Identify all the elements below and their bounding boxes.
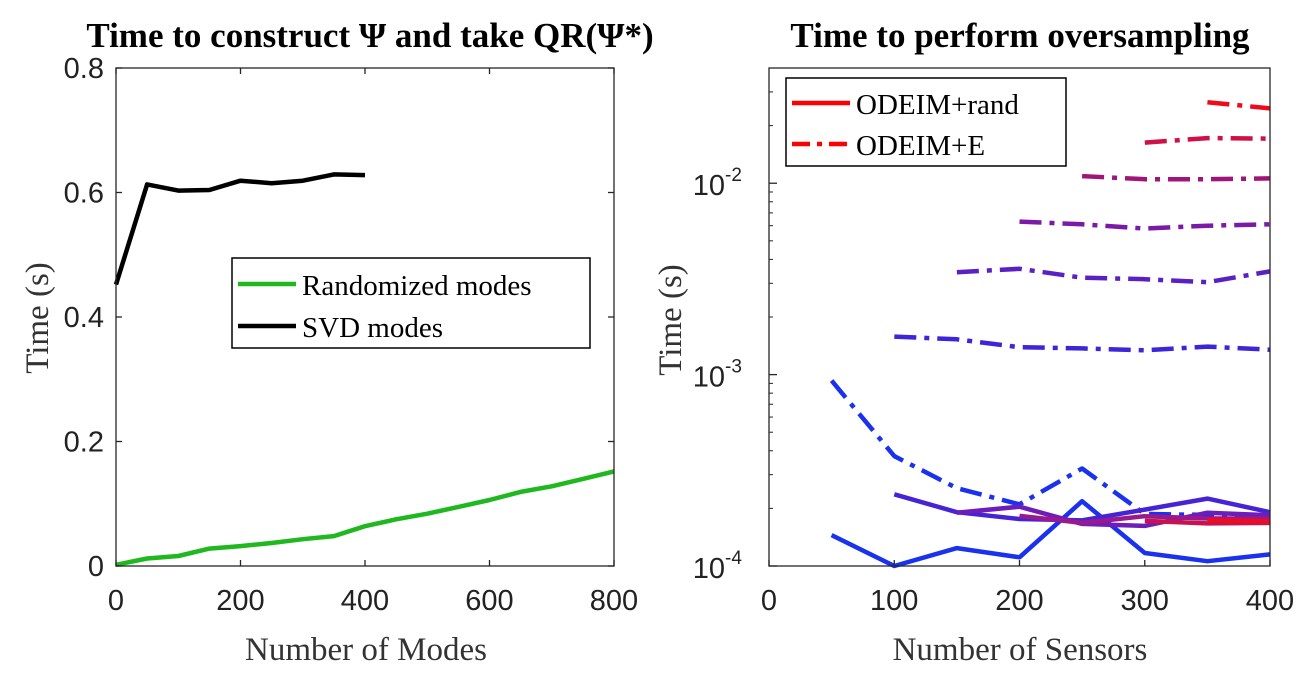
right-x-tick-label: 400: [1246, 585, 1294, 617]
left-x-axis-label: Number of Modes: [245, 632, 487, 668]
series-line-odeim-e-n-100-: [894, 334, 1271, 353]
series-line-svd-modes: [113, 172, 366, 286]
left-y-axis-label: Time (s): [20, 262, 56, 374]
right-y-tick-exponent: -2: [725, 165, 742, 186]
left-chart-title: Time to construct Ψ and take QR(Ψ*): [86, 16, 653, 55]
left-y-tick-label: 0.4: [64, 302, 104, 334]
left-x-tick-label: 400: [341, 585, 389, 617]
left-chart: Time to construct Ψ and take QR(Ψ*) 0 200…: [20, 16, 654, 668]
series-line-odeim-e-n-300-: [1144, 135, 1271, 145]
left-x-tick-label: 0: [108, 585, 124, 617]
left-x-tick-label: 800: [590, 585, 638, 617]
left-y-tick-label: 0.2: [64, 427, 104, 459]
left-y-tick-label: 0: [88, 551, 104, 583]
right-y-tick-exponent: -4: [725, 548, 742, 569]
series-line-odeim-rand-n-50-: [830, 498, 1271, 569]
right-x-tick-label: 100: [870, 585, 918, 617]
right-x-tick-label: 200: [995, 585, 1043, 617]
right-y-tick-label: 10: [693, 553, 725, 585]
right-chart: Time to perform oversampling 0 100 200 300 4…: [653, 16, 1294, 668]
series-line-odeim-e-n-150-: [956, 266, 1271, 285]
left-legend-box: [231, 257, 591, 349]
series-line-odeim-rand-n-350-: [1207, 517, 1271, 524]
right-legend-box: [785, 77, 1067, 167]
right-y-tick-exponent: -3: [725, 357, 742, 378]
series-line-odeim-e-n-350-: [1207, 99, 1271, 111]
right-x-tick-label: 300: [1121, 585, 1169, 617]
series-line-odeim-rand-n-150-: [956, 504, 1271, 529]
right-y-axis-label: Time (s): [653, 264, 689, 376]
left-x-tick-label: 600: [465, 585, 513, 617]
left-legend: Randomized modes SVD modes: [231, 257, 591, 349]
series-line-odeim-e-n-200-: [1019, 219, 1271, 231]
right-x-tick-label: 0: [761, 585, 777, 617]
right-x-axis-label: Number of Sensors: [893, 632, 1148, 668]
left-y-tick-label: 0.8: [64, 53, 104, 85]
right-y-tick-label: 10: [693, 362, 725, 394]
series-line-odeim-e-n-250-: [1081, 173, 1271, 182]
legend-label-randomized: Randomized modes: [302, 270, 532, 302]
legend-label-odeim-rand: ODEIM+rand: [856, 89, 1019, 121]
left-y-tick-label: 0.6: [64, 178, 104, 210]
right-y-tick-label: 10: [693, 170, 725, 202]
legend-label-odeim-e: ODEIM+E: [856, 130, 985, 162]
right-chart-title: Time to perform oversampling: [790, 16, 1250, 55]
left-x-tick-label: 200: [216, 585, 264, 617]
series-line-randomized-modes: [115, 469, 615, 568]
legend-label-svd: SVD modes: [302, 312, 443, 344]
right-legend: ODEIM+rand ODEIM+E: [785, 77, 1067, 167]
